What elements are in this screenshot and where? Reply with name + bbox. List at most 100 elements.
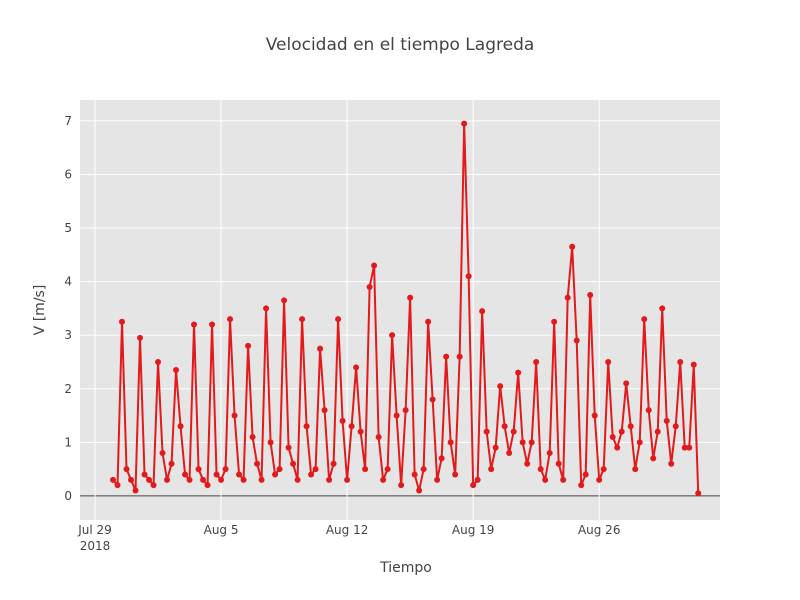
data-point — [321, 407, 328, 414]
data-point — [123, 466, 130, 473]
data-point — [362, 466, 369, 473]
data-point — [636, 439, 643, 446]
plot-background — [80, 100, 720, 520]
data-point — [330, 460, 337, 467]
data-point — [303, 423, 310, 430]
data-point — [222, 466, 229, 473]
data-point — [200, 476, 207, 483]
data-point — [510, 428, 517, 435]
data-point — [573, 337, 580, 344]
data-point — [645, 407, 652, 414]
data-point — [420, 466, 427, 473]
data-point — [182, 471, 189, 478]
y-tick-label: 7 — [64, 114, 72, 128]
data-point — [672, 423, 679, 430]
data-point — [641, 316, 648, 323]
data-point — [146, 476, 153, 483]
data-point — [236, 471, 243, 478]
data-point — [587, 292, 594, 298]
y-tick-label: 6 — [64, 167, 72, 181]
data-point — [398, 482, 405, 489]
data-point — [375, 433, 382, 440]
data-point — [326, 476, 333, 483]
data-point — [299, 316, 306, 323]
data-point — [114, 482, 121, 489]
data-point — [267, 439, 274, 446]
chart-title: Velocidad en el tiempo Lagreda — [266, 35, 535, 55]
data-point — [434, 476, 441, 483]
data-point — [438, 455, 445, 462]
data-point — [285, 444, 292, 451]
y-tick-label: 4 — [64, 275, 72, 289]
data-point — [411, 471, 418, 478]
data-point — [614, 444, 621, 451]
data-point — [609, 433, 616, 440]
data-point — [132, 487, 139, 494]
data-point — [497, 383, 504, 390]
x-tick-label: Jul 29 — [77, 523, 112, 537]
data-point — [389, 332, 396, 339]
data-point — [186, 476, 193, 483]
data-point — [474, 476, 481, 483]
data-point — [245, 342, 252, 349]
data-point — [384, 466, 391, 473]
data-point — [254, 460, 261, 467]
data-point — [141, 471, 148, 478]
data-point — [119, 318, 126, 325]
x-axis-label: Tiempo — [379, 560, 432, 576]
data-point — [353, 364, 360, 371]
data-point — [560, 476, 567, 483]
data-point — [600, 466, 607, 473]
data-point — [276, 466, 283, 473]
data-point — [344, 476, 351, 483]
data-point — [380, 476, 387, 483]
data-point — [546, 450, 553, 457]
data-point — [452, 471, 459, 478]
data-point — [564, 294, 571, 301]
data-point — [506, 450, 513, 457]
y-tick-label: 5 — [64, 221, 72, 235]
data-point — [555, 460, 562, 467]
x-tick-label: Aug 26 — [578, 523, 621, 537]
data-point — [357, 428, 364, 435]
x-tick-label: Aug 5 — [204, 523, 239, 537]
data-point — [240, 476, 247, 483]
data-point — [177, 423, 184, 430]
data-point — [663, 417, 670, 424]
data-point — [173, 367, 180, 373]
data-point — [425, 318, 432, 325]
data-point — [335, 316, 342, 323]
x-tick-label: Aug 12 — [326, 523, 369, 537]
data-point — [650, 455, 657, 462]
data-point — [195, 466, 202, 473]
data-point — [150, 482, 157, 489]
data-point — [501, 423, 508, 430]
data-point — [168, 460, 175, 467]
data-point — [348, 423, 355, 430]
y-tick-label: 2 — [64, 382, 72, 396]
data-point — [231, 412, 238, 419]
data-point — [281, 297, 288, 304]
data-point — [249, 433, 256, 440]
data-point — [578, 482, 585, 489]
data-point — [443, 353, 450, 360]
data-point — [461, 120, 468, 127]
data-point — [218, 476, 225, 483]
data-point — [551, 318, 558, 325]
data-point — [191, 321, 198, 328]
data-point — [627, 423, 634, 430]
data-point — [294, 476, 301, 483]
x-tick-label: Aug 19 — [452, 523, 495, 537]
data-point — [591, 412, 598, 419]
data-point — [393, 412, 400, 419]
data-point — [447, 439, 454, 446]
data-point — [308, 471, 315, 478]
y-tick-label: 0 — [64, 489, 72, 503]
data-point — [137, 334, 144, 341]
data-point — [339, 417, 346, 424]
data-point — [483, 428, 490, 435]
data-point — [227, 316, 234, 323]
data-point — [686, 444, 693, 451]
data-point — [128, 476, 135, 483]
